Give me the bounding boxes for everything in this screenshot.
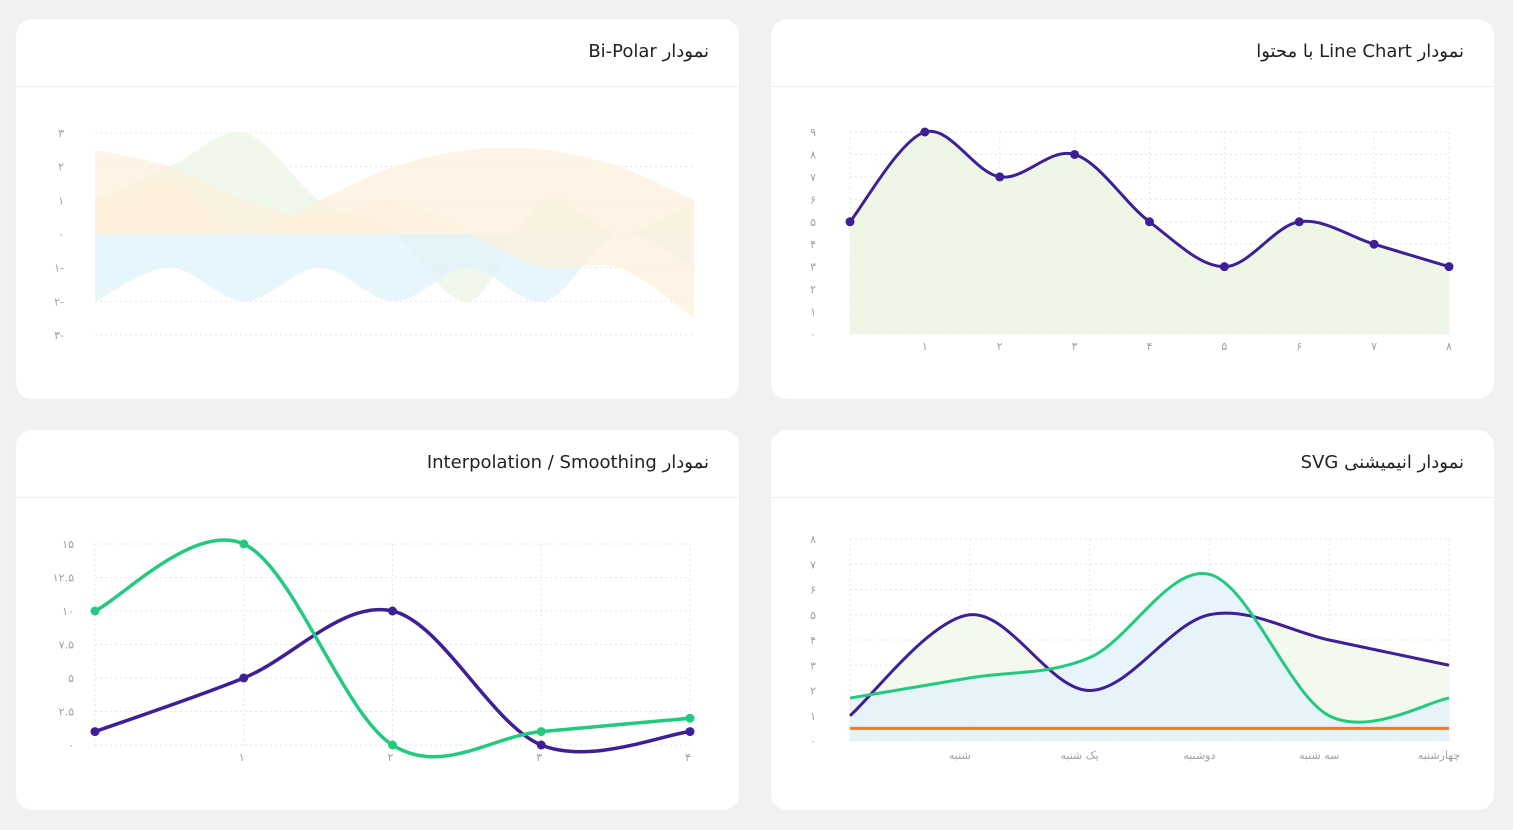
x-tick-label: ۳ [536,751,542,764]
card-header: نمودار Line Chart با محتوا [771,19,1494,87]
series-area-1 [95,132,694,302]
animated-chart-area: ۰ ۱ ۲ ۳ ۴ ۵ ۶ ۷ ۸ شنبه یک شنبه دوشنبه سه شنبه چهارشنب… [771,499,1494,810]
y-tick-label: ۷.۵ [59,639,74,652]
data-point [388,740,397,750]
x-tick-label: ۷ [1371,340,1377,353]
y-tick-label: ۵ [68,672,74,685]
x-tick-label: ۳ [1072,340,1078,353]
data-point [90,727,100,737]
y-tick-label: ۱۵ [62,538,74,551]
x-tick-label: یک شنبه [1061,749,1099,762]
x-tick-label: ۵ [1221,340,1227,353]
card-header: نمودار انیمیشنی SVG [771,430,1494,498]
data-point [685,713,695,723]
series-line-2 [849,572,1450,724]
line-content-chart-area: ۰ ۱ ۲ ۳ ۴ ۵ ۶ ۷ ۸ ۹ ۱ ۲ ۳ ۴ ۵ ۶ ۷ ۸ [771,88,1494,399]
y-tick-label: ۳ [810,261,816,274]
y-tick-label: ۳ [810,659,816,672]
y-tick-label: ۵ [810,216,816,229]
y-tick-label: ۸ [810,148,816,161]
y-tick-label: ۰ [810,735,816,748]
y-tick-label: ۰ [68,739,74,752]
data-point [685,727,695,737]
x-tick-label: ۲ [997,340,1003,353]
smoothing-chart: ۰ ۲.۵ ۵ ۷.۵ ۱۰ ۱۲.۵ ۱۵ ۱ ۲ ۳ ۴ [53,538,695,764]
animated-card: نمودار انیمیشنی SVG ۰ ۱ ۲ ۳ ۴ ۵ ۶ ۷ ۸ شنبه یک شنبه… [771,430,1494,810]
y-tick-label: ۶ [810,584,816,597]
y-tick-label: ۴ [810,238,816,251]
data-point [239,539,249,549]
series-line-2 [94,538,691,759]
y-tick-label: ۱- [54,262,64,275]
data-point [536,727,546,737]
y-tick-label: ۱ [58,194,64,207]
data-point [1444,262,1454,272]
y-tick-label: ۱ [810,710,816,723]
x-tick-label: ۱ [922,340,928,353]
y-tick-label: ۶ [810,193,816,206]
y-tick-label: ۱۲.۵ [53,572,74,585]
x-tick-label: دوشنبه [1183,749,1215,762]
y-tick-label: ۰ [58,228,64,241]
series-area-3 [95,149,694,319]
y-tick-label: ۵ [810,609,816,622]
data-point [536,740,546,750]
data-point [920,127,930,137]
y-tick-label: ۴ [810,634,816,647]
y-tick-label: ۲ [810,685,816,698]
data-point [1219,262,1229,272]
series-line [848,129,1450,269]
bipolar-card: نمودار Bi-Polar ۳- ۲- ۱- ۰ ۱ ۲ ۳ [16,19,739,399]
y-tick-label: ۲.۵ [59,706,74,719]
series-area [850,131,1449,334]
card-header: نمودار Interpolation / Smoothing [16,430,739,498]
y-tick-label: ۲- [54,295,64,308]
smoothing-card: نمودار Interpolation / Smoothing ۰ ۲.۵ ۵ ۷.… [16,430,739,810]
card-header: نمودار Bi-Polar [16,19,739,87]
y-tick-label: ۳ [58,127,64,140]
x-tick-label: ۶ [1296,340,1302,353]
data-point [1070,149,1080,159]
smoothing-chart-area: ۰ ۲.۵ ۵ ۷.۵ ۱۰ ۱۲.۵ ۱۵ ۱ ۲ ۳ ۴ [16,499,739,810]
data-point [995,172,1005,182]
line-content-card: نمودار Line Chart با محتوا ۰ ۱ ۲ ۳ ۴ ۵ ۶ ۷ ۸ ۹ ۱ ۲ ۳… [771,19,1494,399]
y-tick-label: ۳- [54,329,64,342]
line-content-title: نمودار Line Chart با محتوا [1256,41,1464,62]
line-content-chart: ۰ ۱ ۲ ۳ ۴ ۵ ۶ ۷ ۸ ۹ ۱ ۲ ۳ ۴ ۵ ۶ ۷ ۸ [810,126,1454,353]
smoothing-title: نمودار Interpolation / Smoothing [426,452,709,473]
bipolar-chart: ۳- ۲- ۱- ۰ ۱ ۲ ۳ [54,127,694,342]
y-tick-label: ۸ [810,533,816,546]
x-tick-label: ۴ [685,751,691,764]
y-tick-label: ۲ [810,283,816,296]
data-point [845,217,855,227]
series-line-1 [849,611,1450,717]
data-point [239,673,249,683]
y-tick-label: ۷ [810,171,816,184]
x-tick-label: چهارشنبه [1418,749,1460,762]
data-point [90,606,100,616]
x-tick-label: سه شنبه [1299,749,1339,762]
x-tick-label: ۴ [1147,340,1153,353]
x-tick-label: شنبه [949,749,971,762]
data-point [1369,239,1379,249]
x-tick-label: ۸ [1446,340,1452,353]
y-tick-label: ۲ [58,161,64,174]
y-tick-label: ۰ [810,328,816,341]
series-area-4 [95,147,694,235]
y-tick-label: ۹ [810,126,816,139]
animated-chart: ۰ ۱ ۲ ۳ ۴ ۵ ۶ ۷ ۸ شنبه یک شنبه دوشنبه سه شنبه چهارشنب… [810,533,1460,762]
data-point [1294,217,1304,227]
y-tick-label: ۱ [810,306,816,319]
bipolar-title: نمودار Bi-Polar [588,41,709,62]
data-point [1145,217,1154,227]
y-tick-label: ۱۰ [62,605,74,618]
data-point [388,606,397,616]
animated-title: نمودار انیمیشنی SVG [1300,452,1464,473]
bipolar-chart-area: ۳- ۲- ۱- ۰ ۱ ۲ ۳ [16,88,739,399]
x-tick-label: ۱ [239,751,245,764]
x-tick-label: ۲ [388,751,394,764]
y-tick-label: ۷ [810,558,816,571]
